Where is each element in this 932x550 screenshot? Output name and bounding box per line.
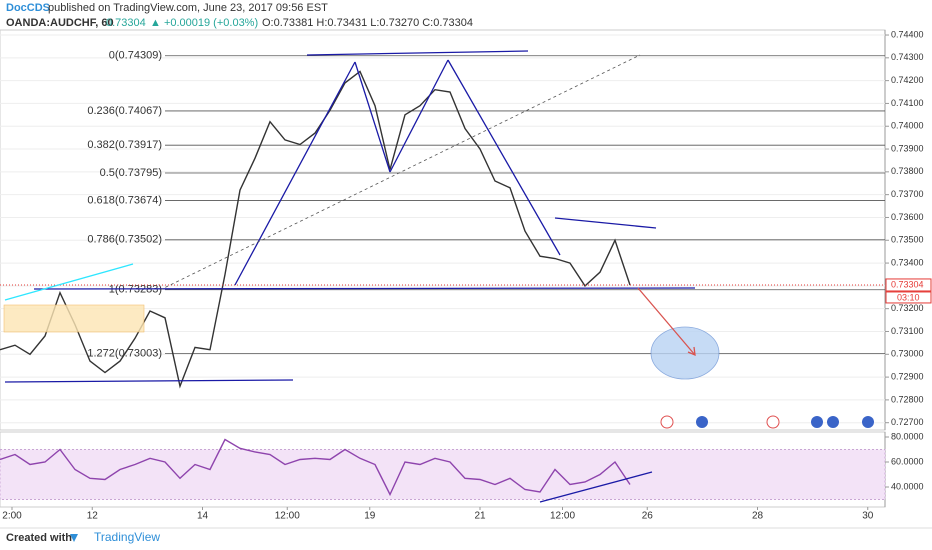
last-price-box — [885, 278, 932, 292]
y-tick-label: 0.73600 — [891, 212, 924, 222]
last-price: 0.73304 — [106, 17, 146, 29]
fib-label: 0.236(0.74067) — [87, 105, 162, 117]
y-tick-label: 0.73900 — [891, 143, 924, 153]
event-icon[interactable] — [696, 416, 708, 428]
trend-line — [33, 287, 696, 290]
trend-line — [234, 61, 356, 286]
target-zone — [650, 326, 720, 380]
change: ▲ +0.00019 (+0.03%) — [150, 17, 258, 29]
fib-label: 0.5(0.73795) — [100, 167, 162, 179]
trend-line — [554, 217, 657, 229]
y-tick-label: 0.73400 — [891, 257, 924, 267]
ohlc: O:0.73381 H:0.73431 L:0.73270 C:0.73304 — [262, 17, 473, 29]
x-tick-label: 12:00 — [550, 511, 575, 522]
y-tick-label: 0.73700 — [891, 189, 924, 199]
y-tick-label: 60.0000 — [891, 456, 924, 466]
trend-line — [4, 263, 134, 301]
x-tick-label: 2:00 — [2, 511, 22, 522]
event-icon[interactable] — [660, 415, 674, 429]
y-tick-label: 0.74000 — [891, 121, 924, 131]
rsi-trend-line — [539, 471, 653, 503]
author[interactable]: DocCDS — [6, 2, 50, 14]
y-tick-label: 80.0000 — [891, 431, 924, 441]
y-tick-label: 0.74400 — [891, 29, 924, 39]
arrow-head — [687, 346, 696, 357]
fib-label: 0.382(0.73917) — [87, 139, 162, 151]
series-line — [0, 438, 631, 497]
logo — [70, 534, 78, 542]
zone — [3, 304, 145, 333]
y-tick-label: 0.72900 — [891, 371, 924, 381]
y-tick-label: 0.74100 — [891, 98, 924, 108]
y-tick-label: 0.73100 — [891, 326, 924, 336]
fib-label: 0.618(0.73674) — [87, 194, 162, 206]
fib-base — [159, 54, 641, 291]
y-tick-label: 0.73500 — [891, 235, 924, 245]
x-tick-label: 14 — [197, 511, 209, 522]
trend-line — [4, 379, 294, 383]
y-tick-label: 0.73800 — [891, 166, 924, 176]
event-icon[interactable] — [766, 415, 780, 429]
x-tick-label: 21 — [474, 511, 486, 522]
trend-line — [447, 59, 561, 256]
event-icon[interactable] — [827, 416, 839, 428]
y-tick-label: 0.74300 — [891, 52, 924, 62]
countdown: 03:10 — [897, 292, 920, 302]
fib-label: 1(0.73283) — [109, 284, 162, 296]
series-line — [0, 70, 631, 389]
event-icon[interactable] — [862, 416, 874, 428]
fib-label: 0(0.74309) — [109, 50, 162, 62]
y-tick-label: 0.74200 — [891, 75, 924, 85]
symbol: OANDA:AUDCHF, 60 — [6, 17, 114, 29]
trend-line — [389, 59, 449, 173]
trend-line — [354, 61, 391, 173]
footer-brand[interactable]: TradingView — [94, 530, 160, 544]
x-tick-label: 12 — [87, 511, 99, 522]
trend-line — [306, 50, 529, 56]
x-tick-label: 12:00 — [275, 511, 300, 522]
published-note: published on TradingView.com, June 23, 2… — [48, 2, 328, 14]
plot-area: 0.74400 0.74300 0.74200 0.74100 0.74000 0.739… — [0, 29, 932, 522]
y-tick-label: 0.72700 — [891, 417, 924, 427]
countdown-box — [885, 291, 932, 304]
last-price-label: 0.73304 — [891, 279, 924, 289]
fib-label: 0.786(0.73502) — [87, 234, 162, 246]
y-tick-label: 0.73000 — [891, 349, 924, 359]
event-icon[interactable] — [811, 416, 823, 428]
rsi-band — [0, 449, 886, 500]
x-tick-label: 26 — [642, 511, 654, 522]
y-tick-label: 0.73200 — [891, 303, 924, 313]
x-tick-label: 19 — [364, 511, 376, 522]
drawings — [3, 50, 720, 503]
x-tick-label: 30 — [862, 511, 874, 522]
y-tick-label: 40.0000 — [891, 481, 924, 491]
events — [660, 415, 874, 429]
arrow — [637, 287, 696, 356]
y-tick-label: 0.72800 — [891, 394, 924, 404]
x-tick-label: 28 — [752, 511, 764, 522]
footer-created: Created with — [6, 532, 72, 544]
